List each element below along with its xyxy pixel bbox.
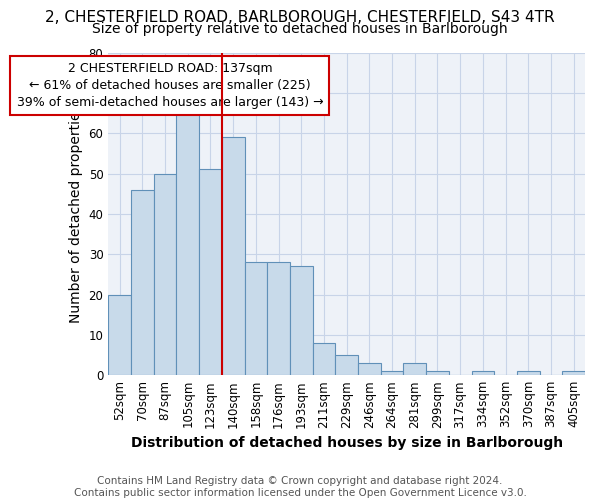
Bar	[267, 262, 290, 375]
Bar	[403, 363, 426, 375]
Bar	[313, 343, 335, 375]
Bar	[335, 355, 358, 375]
Bar	[381, 371, 403, 375]
Bar	[290, 266, 313, 375]
Text: 2, CHESTERFIELD ROAD, BARLBOROUGH, CHESTERFIELD, S43 4TR: 2, CHESTERFIELD ROAD, BARLBOROUGH, CHEST…	[45, 10, 555, 25]
Bar	[222, 137, 245, 375]
Bar	[131, 190, 154, 375]
Text: 2 CHESTERFIELD ROAD: 137sqm
← 61% of detached houses are smaller (225)
39% of se: 2 CHESTERFIELD ROAD: 137sqm ← 61% of det…	[17, 62, 323, 109]
Y-axis label: Number of detached properties: Number of detached properties	[69, 104, 83, 323]
X-axis label: Distribution of detached houses by size in Barlborough: Distribution of detached houses by size …	[131, 436, 563, 450]
Bar	[176, 109, 199, 375]
Bar	[562, 371, 585, 375]
Bar	[245, 262, 267, 375]
Bar	[426, 371, 449, 375]
Bar	[109, 294, 131, 375]
Text: Size of property relative to detached houses in Barlborough: Size of property relative to detached ho…	[92, 22, 508, 36]
Bar	[199, 170, 222, 375]
Bar	[472, 371, 494, 375]
Text: Contains HM Land Registry data © Crown copyright and database right 2024.
Contai: Contains HM Land Registry data © Crown c…	[74, 476, 526, 498]
Bar	[358, 363, 381, 375]
Bar	[517, 371, 539, 375]
Bar	[154, 174, 176, 375]
